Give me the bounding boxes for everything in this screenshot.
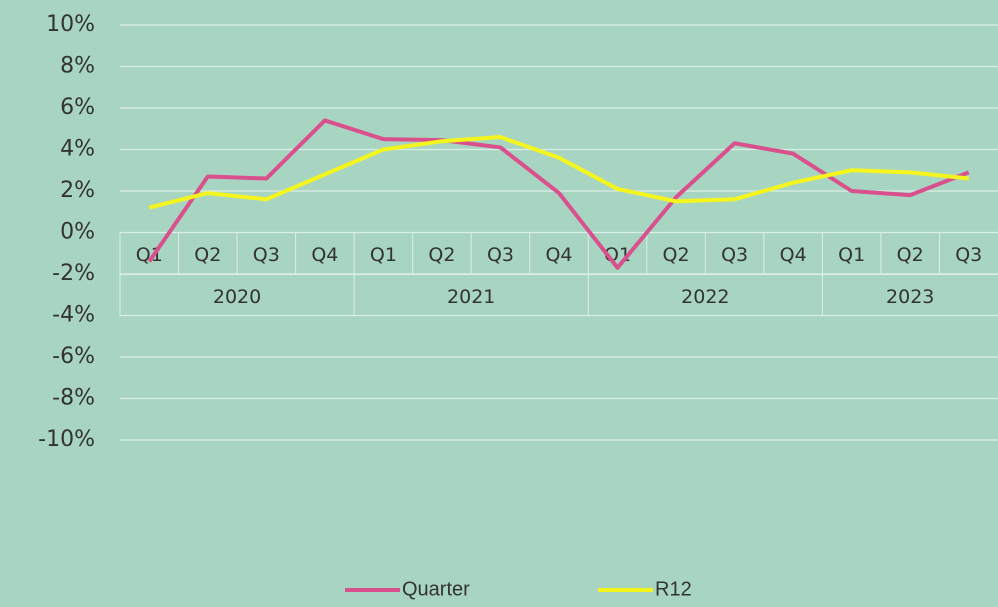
x-tick-label: Q3 (487, 244, 514, 266)
x-tick-label: Q2 (428, 244, 455, 266)
x-tick-label: Q2 (194, 244, 221, 266)
x-group-label: 2023 (886, 286, 934, 308)
x-tick-label: Q3 (955, 244, 982, 266)
y-tick-label: -8% (52, 386, 95, 411)
x-tick-label: Q4 (545, 244, 572, 266)
x-tick-label: Q1 (838, 244, 865, 266)
series-line (148, 135, 969, 210)
y-tick-label: 2% (60, 178, 95, 203)
x-tick-label: Q3 (253, 244, 280, 266)
x-tick-label: Q1 (370, 244, 397, 266)
x-tick-label: Q4 (311, 244, 338, 266)
y-tick-label: 10% (46, 12, 95, 37)
y-tick-label: 6% (60, 95, 95, 120)
y-tick-label: 0% (60, 220, 95, 245)
x-tick-label: Q4 (780, 244, 807, 266)
series-line (147, 118, 970, 270)
y-tick-label: -4% (52, 303, 95, 328)
y-tick-label: 4% (60, 137, 95, 162)
legend-label: Quarter (402, 578, 470, 600)
x-tick-label: Q2 (663, 244, 690, 266)
y-tick-label: 8% (60, 54, 95, 79)
x-group-label: 2022 (681, 286, 729, 308)
x-tick-label: Q3 (721, 244, 748, 266)
x-group-label: 2021 (447, 286, 495, 308)
y-tick-label: -10% (38, 427, 95, 452)
legend-label: R12 (655, 578, 692, 600)
x-group-label: 2020 (213, 286, 261, 308)
y-tick-label: -2% (52, 261, 95, 286)
y-tick-label: -6% (52, 344, 95, 369)
x-tick-label: Q2 (897, 244, 924, 266)
